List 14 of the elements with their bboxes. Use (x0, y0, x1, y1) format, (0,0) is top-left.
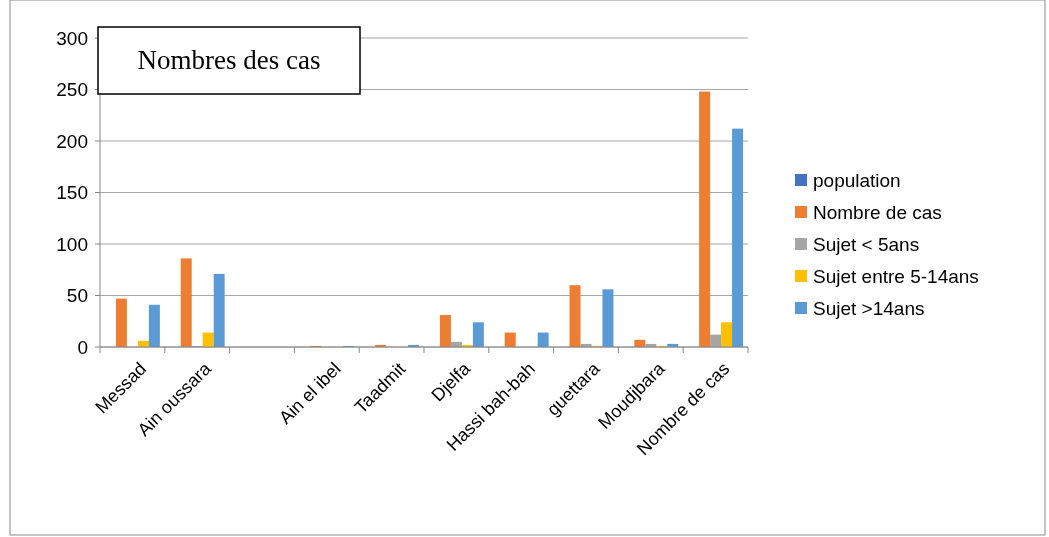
x-tick-label: Ain el ibel (275, 358, 345, 428)
y-tick-label: 50 (66, 285, 88, 307)
legend-label: Sujet < 5ans (813, 233, 920, 255)
y-tick-label: 0 (77, 336, 88, 358)
legend-label: Sujet entre 5-14ans (813, 265, 979, 287)
y-tick-label: 250 (56, 79, 88, 101)
legend-label: Nombre de cas (813, 201, 942, 223)
y-tick-label: 150 (56, 182, 88, 204)
y-tick-label: 300 (56, 27, 88, 49)
legend-label: population (813, 169, 901, 191)
legend-label: Sujet >14ans (813, 297, 925, 319)
y-tick-label: 100 (56, 233, 88, 255)
y-tick-label: 200 (56, 130, 88, 152)
chart-title: Nombres des cas (137, 45, 321, 76)
